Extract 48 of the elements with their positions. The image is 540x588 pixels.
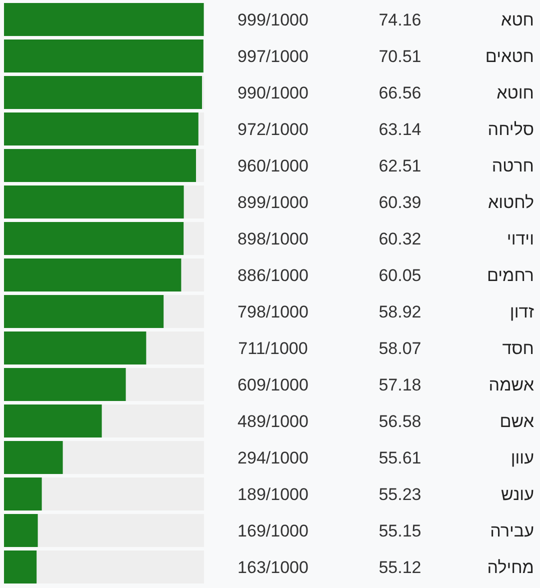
y-tick-label: לחטוא [488, 193, 534, 212]
y-tick-label: סליחה [488, 120, 534, 139]
data-label: 294/1000 [238, 448, 308, 468]
y-tick-label: חוטא [496, 84, 534, 102]
text: 60.32 [378, 230, 422, 248]
data-label: 163/1000 [238, 558, 308, 577]
text: 55.12 [378, 558, 422, 577]
data-label: 711/1000 [238, 339, 308, 358]
data-label: 899/1000 [238, 193, 308, 212]
data-label: 886/1000 [238, 266, 308, 285]
data-label: 898/1000 [238, 230, 308, 248]
text: 58.07 [378, 339, 422, 358]
y-tick-label: עונש [501, 485, 534, 504]
y-tick-label: רחמים [486, 266, 534, 285]
data-label: 798/1000 [238, 302, 308, 322]
data-label: 169/1000 [238, 522, 308, 540]
text: 66.56 [378, 84, 422, 102]
y-tick-label: מחילה [487, 558, 534, 577]
data-label: 960/1000 [238, 156, 308, 176]
data-label: 609/1000 [238, 376, 308, 394]
text: 58.92 [378, 302, 422, 322]
data-label: 997/1000 [238, 47, 308, 66]
y-tick-label: זדון [510, 302, 534, 322]
data-label: 189/1000 [238, 485, 308, 504]
data-label: 972/1000 [238, 120, 308, 139]
y-tick-label: אשם [500, 412, 534, 431]
text: 55.23 [378, 485, 422, 504]
text: 60.05 [378, 266, 422, 285]
y-tick-label: עוון [510, 448, 534, 468]
text: 55.61 [378, 448, 422, 468]
data-label: 999/1000 [238, 10, 308, 30]
y-tick-label: וידוי [506, 230, 534, 248]
y-tick-label: חסד [502, 339, 534, 358]
y-tick-label: חטאים [485, 47, 534, 66]
text: 55.15 [378, 522, 422, 540]
text: 74.16 [378, 10, 422, 30]
data-label: 990/1000 [238, 84, 308, 102]
text: 70.51 [378, 47, 422, 66]
data-label: 489/1000 [238, 412, 308, 431]
text: 57.18 [378, 376, 422, 394]
text: 63.14 [378, 120, 422, 139]
y-tick-label: חטא [501, 10, 534, 30]
y-tick-label: עבירה [490, 522, 534, 540]
y-tick-label: חרטה [492, 156, 534, 176]
text: 62.51 [378, 156, 422, 176]
text: 56.58 [378, 412, 422, 431]
y-tick-label: אשמה [488, 376, 534, 394]
text: 60.39 [378, 193, 422, 212]
